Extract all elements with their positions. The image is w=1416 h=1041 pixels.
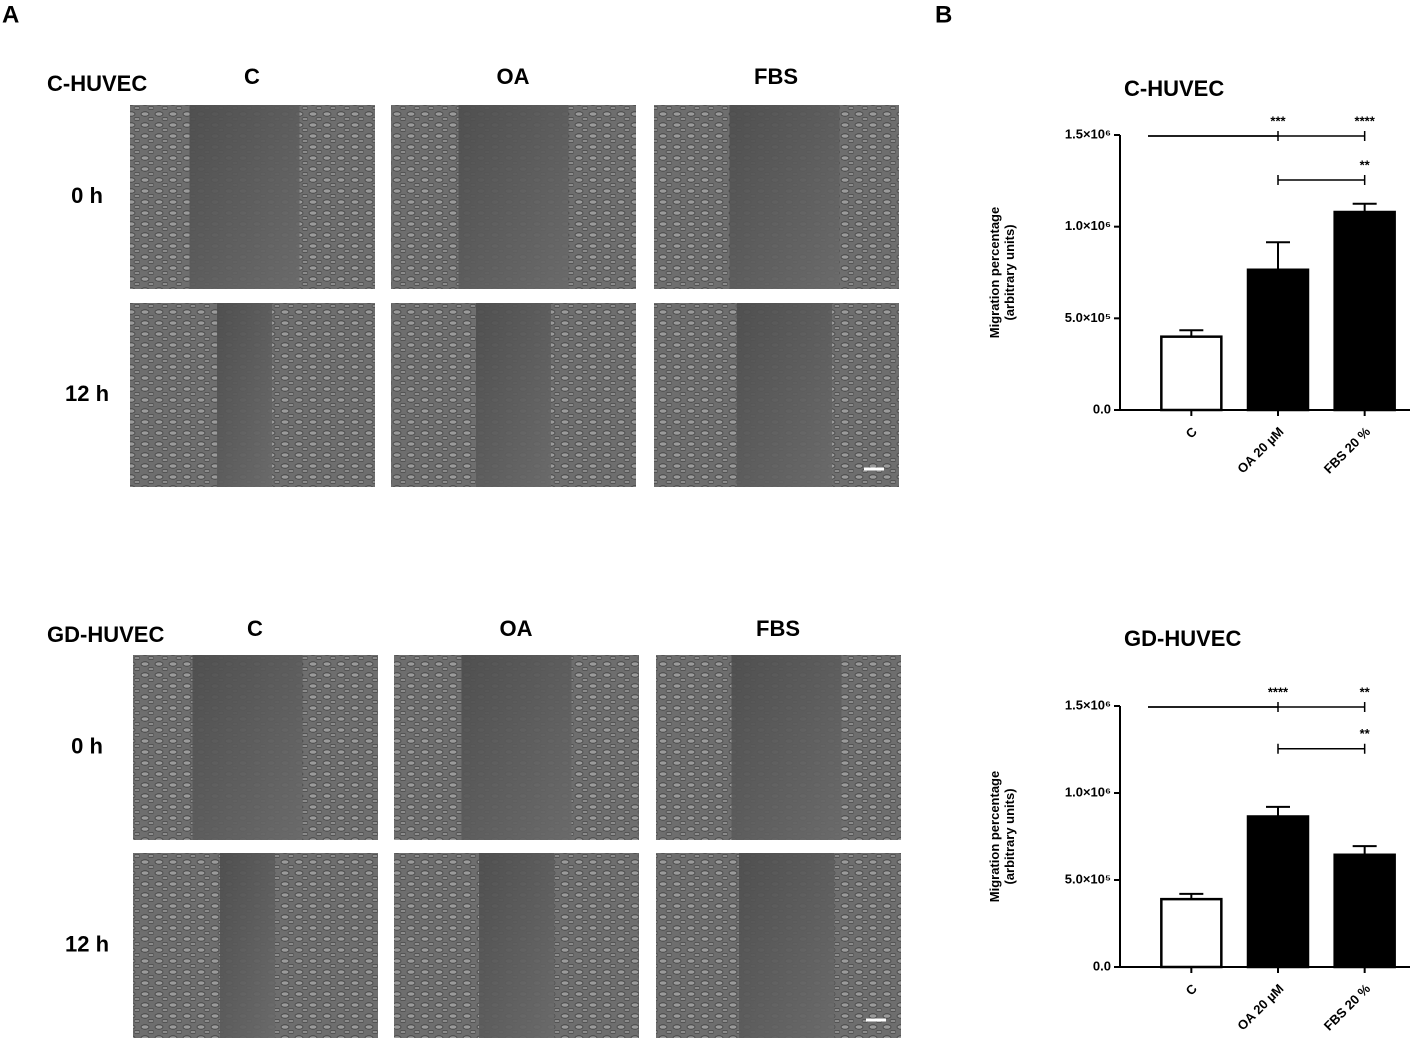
y-tick-label: 1.5×10⁶	[1065, 126, 1111, 141]
column-label: C	[247, 616, 263, 641]
scratch-gap	[729, 105, 840, 289]
x-tick-label: C	[1183, 981, 1201, 999]
column-label: FBS	[756, 616, 800, 641]
row-label: 12 h	[65, 931, 109, 956]
column-label: FBS	[754, 64, 798, 89]
y-tick-label: 1.0×10⁶	[1065, 784, 1111, 799]
y-tick-label: 1.0×10⁶	[1065, 218, 1111, 233]
x-tick-label: FBS 20 %	[1321, 424, 1374, 477]
y-axis-label-line: (arbitrary units)	[1002, 224, 1017, 320]
x-tick-label: OA 20 µM	[1234, 981, 1286, 1033]
scratch-gap	[192, 655, 303, 840]
scratch-gap	[737, 303, 832, 487]
y-axis-label-line: Migration percentage	[987, 207, 1002, 338]
chart-title: C-HUVEC	[1124, 76, 1224, 101]
x-tick-label: OA 20 µM	[1234, 424, 1286, 476]
group-label: GD-HUVEC	[47, 622, 164, 647]
row-label: 0 h	[71, 183, 103, 208]
column-label: C	[244, 64, 260, 89]
y-axis-label-line: (arbitrary units)	[1002, 788, 1017, 884]
scratch-gap	[189, 105, 300, 289]
panel-label: B	[935, 1, 952, 28]
significance-label: **	[1360, 684, 1371, 699]
y-axis-label-line: Migration percentage	[987, 771, 1002, 902]
bar	[1246, 815, 1310, 969]
significance-label: ****	[1355, 113, 1376, 128]
significance-label: **	[1360, 726, 1371, 741]
scratch-gap	[220, 853, 275, 1038]
y-tick-label: 0.0	[1093, 401, 1111, 416]
chart-title: GD-HUVEC	[1124, 626, 1241, 651]
scratch-gap	[461, 655, 572, 840]
scratch-gap	[458, 105, 569, 289]
scratch-gap	[739, 853, 834, 1038]
y-tick-label: 1.5×10⁶	[1065, 697, 1111, 712]
group-label: C-HUVEC	[47, 71, 147, 96]
x-tick-label: FBS 20 %	[1321, 981, 1374, 1034]
column-label: OA	[500, 616, 533, 641]
y-tick-label: 5.0×10⁵	[1065, 871, 1111, 886]
bar	[1246, 268, 1310, 412]
bar	[1160, 897, 1223, 969]
y-axis-label: Migration percentage(arbitrary units)	[987, 771, 1017, 902]
significance-label: **	[1360, 157, 1371, 172]
significance-label: ***	[1270, 113, 1286, 128]
y-tick-label: 5.0×10⁵	[1065, 310, 1111, 325]
bar	[1160, 335, 1223, 412]
scratch-gap	[476, 303, 551, 487]
row-label: 12 h	[65, 381, 109, 406]
y-tick-label: 0.0	[1093, 958, 1111, 973]
row-label: 0 h	[71, 733, 103, 758]
scratch-gap	[731, 655, 842, 840]
y-axis-label: Migration percentage(arbitrary units)	[987, 207, 1017, 338]
significance-label: ****	[1268, 684, 1289, 699]
x-tick-label: C	[1183, 424, 1201, 442]
scratch-gap	[479, 853, 554, 1038]
bar	[1333, 210, 1396, 412]
bar	[1333, 853, 1396, 969]
panel-label: A	[2, 1, 19, 28]
column-label: OA	[497, 64, 530, 89]
scratch-gap	[217, 303, 272, 487]
